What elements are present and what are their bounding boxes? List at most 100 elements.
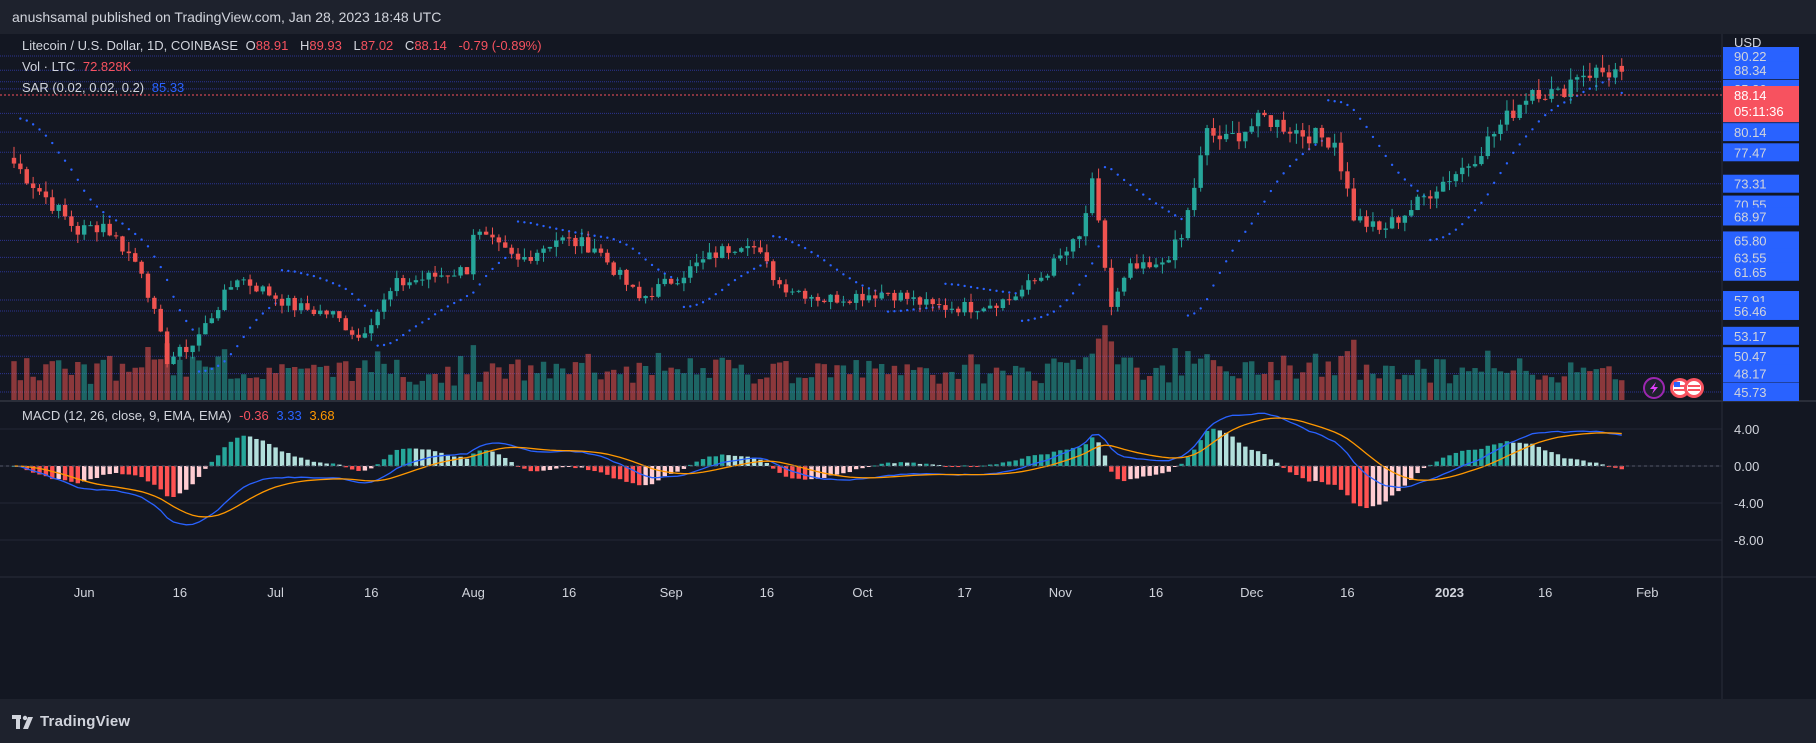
volume-legend[interactable]: Vol · LTC 72.828K (22, 59, 135, 74)
macd-hist-bar (267, 443, 272, 466)
macd-hist-bar (1153, 466, 1159, 475)
sar-dot (185, 319, 188, 323)
macd-hist-bar (1402, 466, 1408, 486)
volume-bar (1197, 358, 1204, 401)
tradingview-logo[interactable]: TradingView (12, 713, 130, 730)
volume-bar (55, 360, 62, 401)
macd-hist-bar (215, 455, 221, 466)
candle-body (949, 308, 955, 310)
candle-body (790, 291, 795, 293)
sar-dot (1429, 238, 1432, 242)
macd-hist-bar (400, 448, 406, 466)
sar-dot (1205, 298, 1209, 301)
sar-dot (1556, 104, 1560, 108)
volume-bar (119, 363, 126, 401)
volume-bar (910, 369, 917, 401)
price-tick-bg (1723, 47, 1799, 65)
macd-hist-bar (1007, 461, 1012, 466)
volume-bar (62, 368, 68, 401)
macd-hist-bar (1491, 444, 1497, 466)
symbol-legend[interactable]: Litecoin / U.S. Dollar, 1D, COINBASE O88… (22, 38, 546, 53)
volume-bar (1127, 357, 1134, 401)
macd-hist-bar (298, 457, 304, 466)
volume-bar (1051, 358, 1057, 401)
chart-canvas[interactable]: USD 90.2288.3485.8682.6280.1477.4773.317… (0, 34, 1816, 699)
volume-bar (783, 361, 789, 401)
candle-body (656, 284, 661, 297)
candle-body (617, 269, 623, 275)
sar-legend[interactable]: SAR (0.02, 0.02, 0.2) 85.33 (22, 80, 188, 95)
macd-legend[interactable]: MACD (12, 26, close, 9, EMA, EMA) -0.36 … (22, 408, 339, 423)
sar-dot (357, 298, 360, 301)
volume-bar (1210, 360, 1217, 401)
candle-body (1038, 277, 1044, 281)
volume-bar (681, 373, 687, 401)
sar-dot (823, 259, 826, 262)
candle-body (1026, 280, 1031, 290)
macd-hist-bar (611, 466, 616, 479)
macd-hist-bar (936, 464, 942, 466)
macd-hist-bar (337, 464, 342, 466)
sar-dot (1059, 305, 1062, 308)
volume-bar (521, 380, 528, 401)
time-axis[interactable]: Jun 16 Jul 16 Aug 16 Sep 16 Oct 17 Nov 16 Dec 16 2023 1… (74, 585, 1659, 600)
volume-bar (1076, 369, 1083, 401)
sar-dot (38, 128, 41, 131)
candle-body (228, 287, 234, 290)
candle-body (1153, 264, 1159, 268)
macd-hist-bar (873, 465, 878, 467)
volume-bar (394, 359, 400, 401)
close-label: C (404, 38, 415, 53)
candle-body (1415, 196, 1420, 211)
candle-body (305, 303, 310, 310)
chart-area[interactable]: USD 90.2288.3485.8682.6280.1477.4773.317… (0, 34, 1816, 699)
candle-body (1077, 236, 1082, 240)
volume-bar (183, 376, 189, 401)
volume-bar (432, 373, 438, 401)
volume-bar (483, 371, 489, 401)
candle-body (930, 299, 935, 305)
sar-dot (433, 313, 437, 316)
sar-dot (1384, 154, 1387, 158)
volume-bar (1102, 325, 1108, 401)
volume-bar (196, 360, 202, 401)
volume-bar (1478, 371, 1485, 401)
us-flag-icon[interactable] (1684, 378, 1704, 398)
us-flag-icon[interactable] (1670, 378, 1690, 398)
macd-hist-bar (471, 453, 476, 466)
sar-dot (1173, 214, 1177, 217)
macd-axis[interactable]: 4.00 0.00 -4.00 -8.00 (1734, 422, 1764, 548)
macd-hist-bar (432, 451, 438, 466)
sar-dot (1001, 290, 1005, 293)
candle-body (458, 267, 463, 276)
volume-bar (81, 364, 87, 401)
macd-hist-bar (1147, 466, 1152, 476)
volume-bar (847, 374, 853, 401)
candle-body (1306, 136, 1312, 144)
macd-hist-bar (139, 466, 144, 478)
macd-hist-bar (1224, 432, 1229, 466)
macd-hist-bar (656, 466, 661, 481)
sar-dot (1550, 108, 1553, 112)
macd-hist-bar (1568, 458, 1573, 466)
sar-dot (1301, 152, 1304, 156)
sar-dot (414, 325, 418, 328)
volume-bar (591, 372, 598, 401)
macd-hist-bar (254, 438, 259, 466)
volume-bar (636, 362, 642, 401)
macd-hist-bar (349, 466, 355, 470)
macd-hist-bar (943, 466, 948, 467)
flash-icon[interactable] (1643, 377, 1665, 399)
candle-body (732, 251, 738, 253)
sar-dot (1154, 202, 1158, 205)
volume-bar (1516, 358, 1523, 401)
open-label: O (245, 38, 256, 53)
volume-bar (1146, 376, 1153, 401)
volume-bar (413, 384, 419, 401)
volume-bar (1319, 376, 1325, 401)
candle-body (796, 290, 801, 292)
volume-bar (304, 368, 311, 401)
candle-body (515, 253, 521, 260)
volume-bar (1427, 382, 1434, 401)
volume-bar (1402, 374, 1408, 401)
